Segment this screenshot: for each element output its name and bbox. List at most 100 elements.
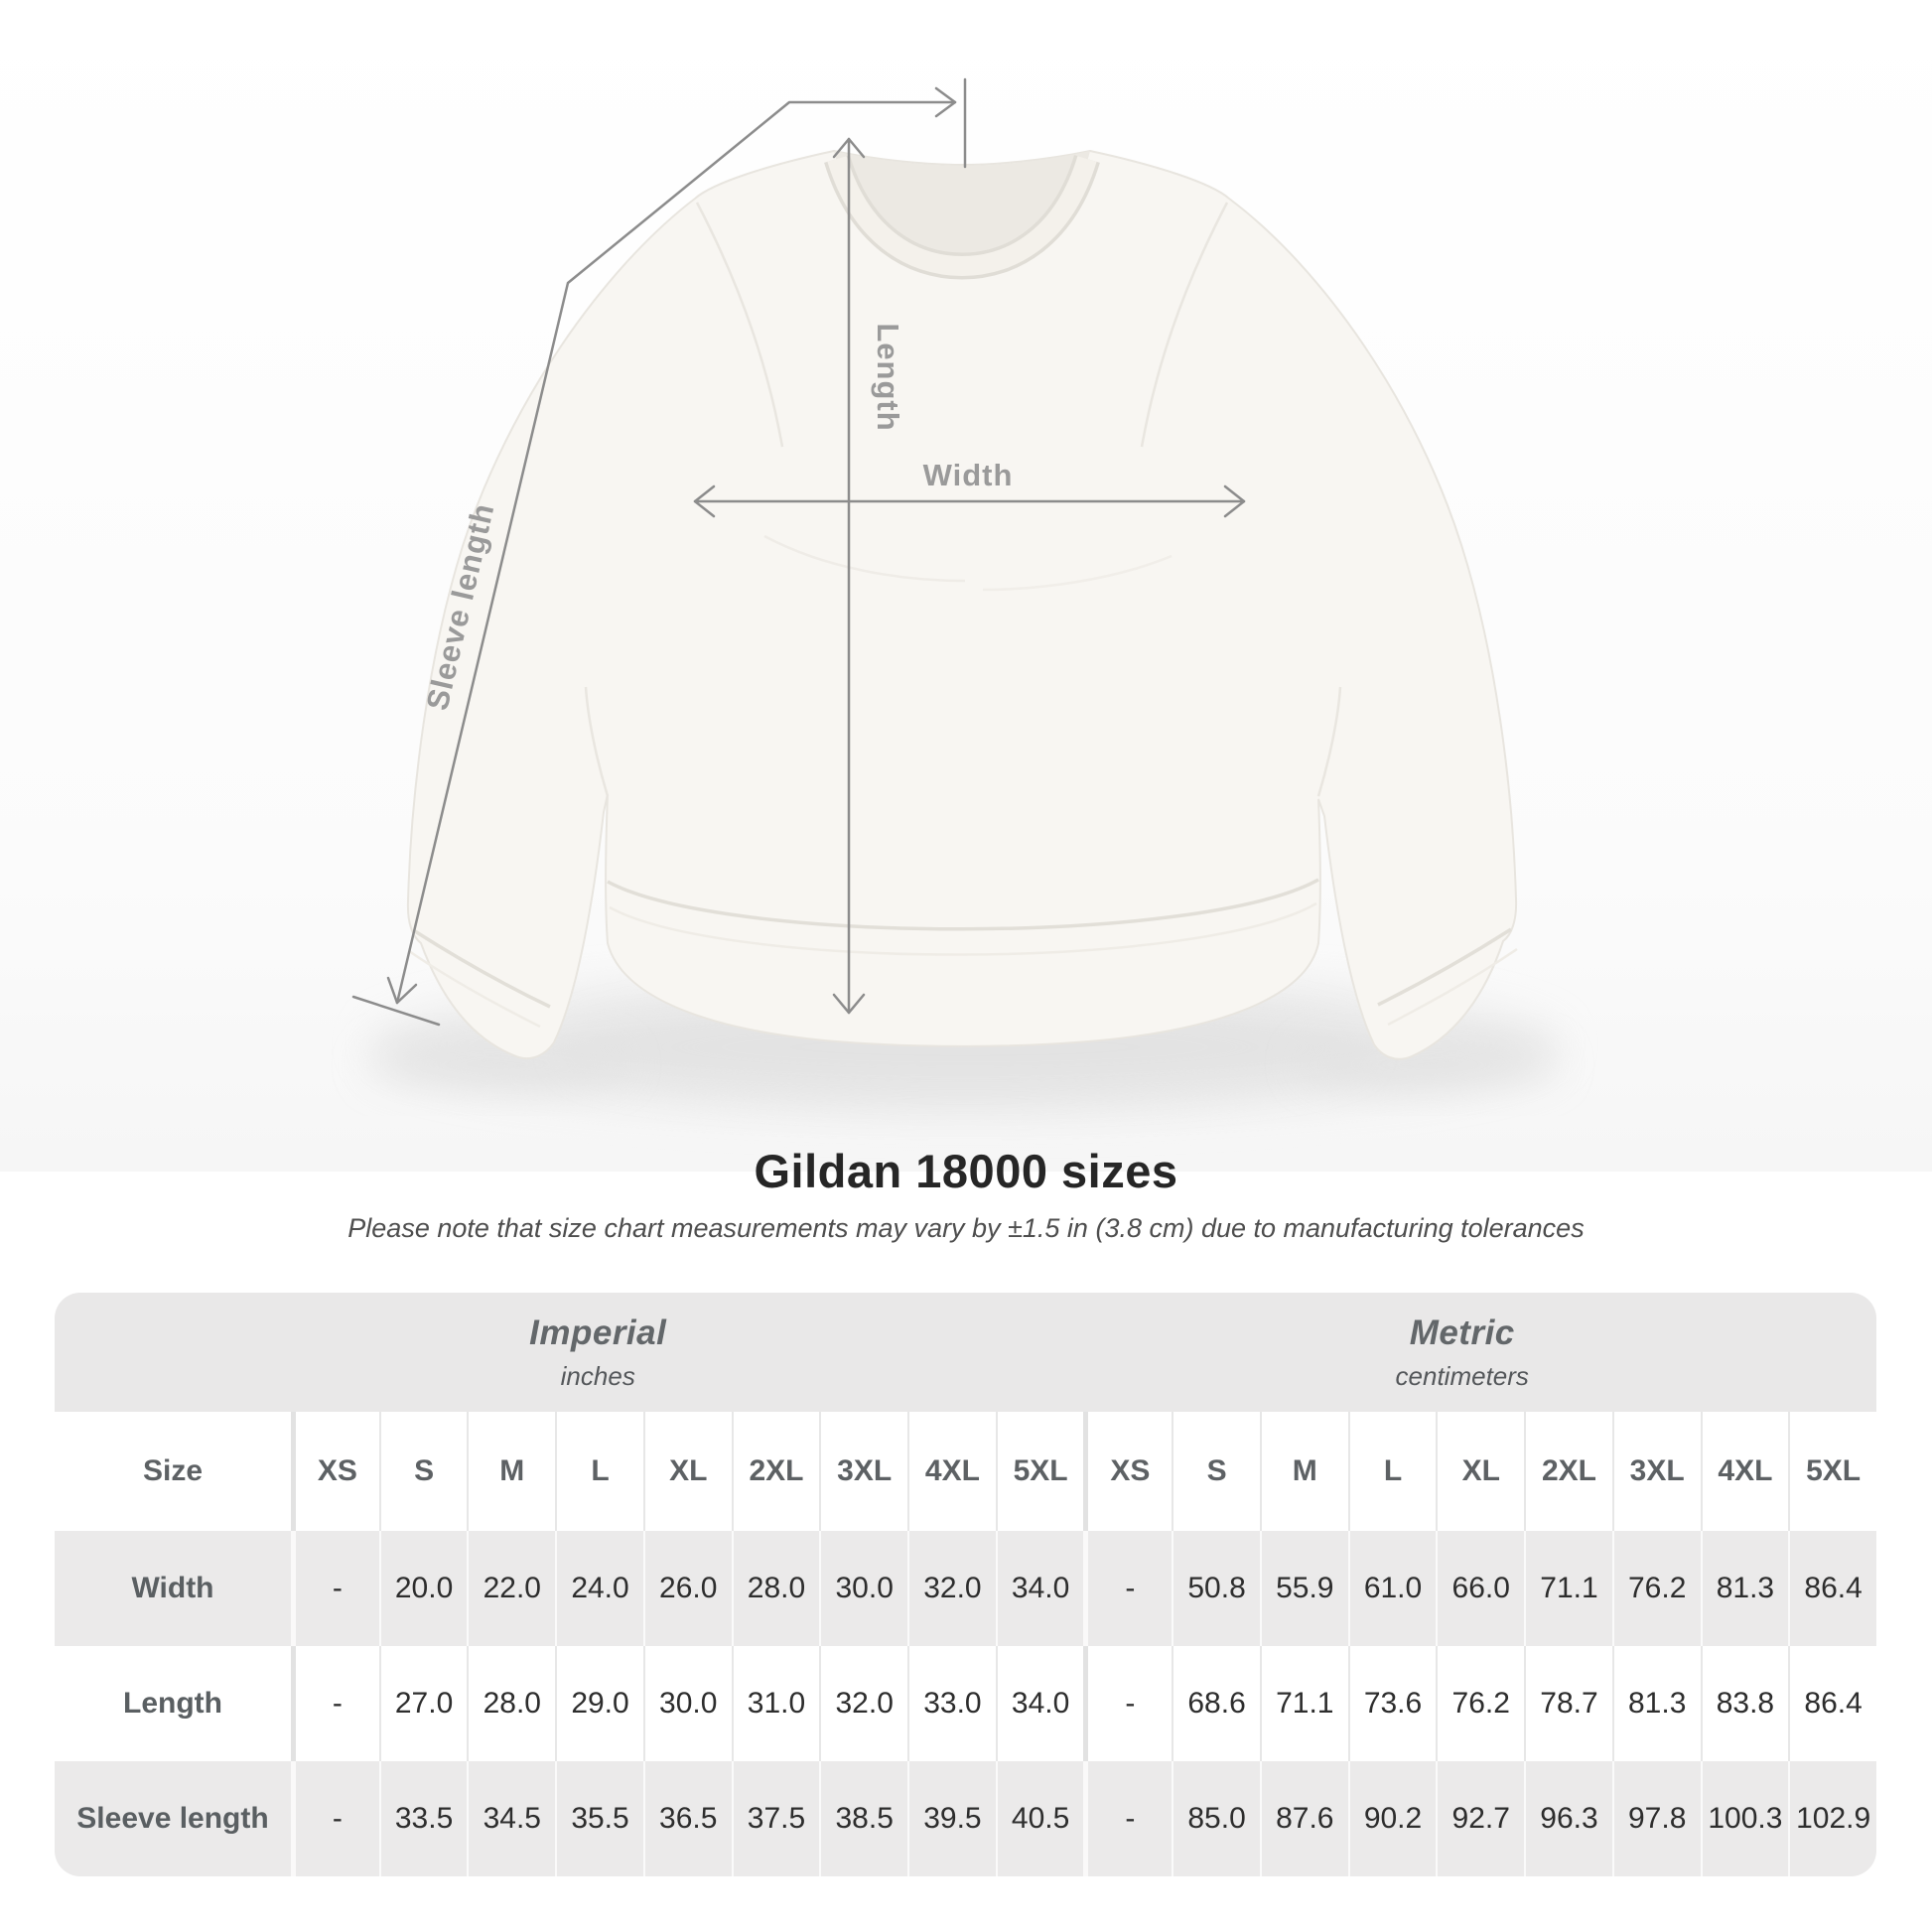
size-column-header: Size: [55, 1412, 291, 1531]
garment-seams: [584, 202, 1342, 797]
measurement-lines: [351, 77, 1246, 1027]
table-cell: 20.0: [378, 1531, 468, 1646]
size-header-imperial-s: S: [378, 1412, 468, 1531]
table-cell: 22.0: [467, 1531, 556, 1646]
length-arrow-down-icon: [832, 993, 866, 1015]
cuffs: [408, 927, 1518, 1029]
table-cell: 73.6: [1347, 1646, 1437, 1761]
table-cell: 76.2: [1611, 1531, 1701, 1646]
table-cell: 85.0: [1172, 1761, 1260, 1876]
size-table: Imperial inches Metric centimeters Size X…: [55, 1293, 1876, 1876]
table-cell: 78.7: [1524, 1646, 1612, 1761]
size-header-metric-l: L: [1347, 1412, 1437, 1531]
table-cell: 102.9: [1788, 1761, 1876, 1876]
table-cell: 37.5: [731, 1761, 820, 1876]
table-cell: 32.0: [907, 1531, 996, 1646]
sleeve-tick-bottom: [351, 995, 441, 1027]
table-cell: 61.0: [1347, 1531, 1437, 1646]
sweatshirt: [406, 149, 1518, 1060]
size-header-imperial-xs: XS: [291, 1412, 379, 1531]
table-cell: 50.8: [1172, 1531, 1260, 1646]
table-cell: 81.3: [1611, 1646, 1701, 1761]
length-label: Length: [871, 323, 905, 431]
metric-group-unit: centimeters: [1395, 1360, 1529, 1391]
table-cell: 66.0: [1436, 1531, 1525, 1646]
sweatshirt-diagram: Length Width Sleeve length: [0, 0, 1932, 1172]
page-title: Gildan 18000 sizes: [754, 1145, 1178, 1197]
table-cell: -: [1083, 1761, 1173, 1876]
width-arrow-right-icon: [1223, 484, 1246, 518]
table-cell: 30.0: [819, 1531, 908, 1646]
size-header-imperial-4xl: 4XL: [907, 1412, 996, 1531]
table-cell: 81.3: [1700, 1531, 1789, 1646]
row-label: Sleeve length: [55, 1761, 291, 1876]
table-cell: 71.1: [1259, 1646, 1348, 1761]
table-cell: 97.8: [1611, 1761, 1701, 1876]
table-cell: 55.9: [1259, 1531, 1348, 1646]
table-cell: 96.3: [1524, 1761, 1612, 1876]
size-header-metric-4xl: 4XL: [1700, 1412, 1789, 1531]
table-cell: 68.6: [1172, 1646, 1260, 1761]
sleeve-arrow-right-icon: [934, 86, 957, 118]
table-cell: 29.0: [555, 1646, 643, 1761]
table-cell: 86.4: [1788, 1646, 1876, 1761]
table-cell: 90.2: [1347, 1761, 1437, 1876]
size-header-imperial-5xl: 5XL: [995, 1412, 1084, 1531]
table-cell: 32.0: [819, 1646, 908, 1761]
size-header-imperial-l: L: [555, 1412, 643, 1531]
table-cell: 24.0: [555, 1531, 643, 1646]
table-cell: 36.5: [642, 1761, 732, 1876]
table-cell: 100.3: [1700, 1761, 1789, 1876]
table-cell: 30.0: [642, 1646, 732, 1761]
width-arrow-left-icon: [693, 484, 716, 518]
table-cell: -: [291, 1761, 379, 1876]
row-label: Width: [55, 1531, 291, 1646]
size-header-imperial-xl: XL: [642, 1412, 732, 1531]
table-cell: 33.0: [907, 1646, 996, 1761]
table-cell: 28.0: [731, 1531, 820, 1646]
table-cell: 33.5: [378, 1761, 468, 1876]
table-cell: 83.8: [1700, 1646, 1789, 1761]
metric-group-header: Metric centimeters: [1083, 1293, 1876, 1412]
table-cell: 39.5: [907, 1761, 996, 1876]
imperial-group-name: Imperial: [529, 1312, 667, 1352]
product-photo: Length Width Sleeve length: [0, 0, 1932, 1172]
sleeve-line: [395, 100, 957, 1005]
table-cell: 38.5: [819, 1761, 908, 1876]
collar-rib-inner: [827, 155, 1097, 277]
table-cell: 92.7: [1436, 1761, 1525, 1876]
table-cell: -: [1083, 1531, 1173, 1646]
table-cell: 87.6: [1259, 1761, 1348, 1876]
size-header-imperial-2xl: 2XL: [731, 1412, 820, 1531]
table-cell: 27.0: [378, 1646, 468, 1761]
size-header-metric-2xl: 2XL: [1524, 1412, 1612, 1531]
table-cell: 34.5: [467, 1761, 556, 1876]
metric-group-name: Metric: [1409, 1312, 1515, 1352]
table-cell: -: [291, 1646, 379, 1761]
size-header-metric-s: S: [1172, 1412, 1260, 1531]
width-label: Width: [923, 458, 1014, 492]
table-cell: 76.2: [1436, 1646, 1525, 1761]
size-header-metric-xs: XS: [1083, 1412, 1173, 1531]
table-cell: 40.5: [995, 1761, 1084, 1876]
size-header-metric-m: M: [1259, 1412, 1348, 1531]
table-cell: 71.1: [1524, 1531, 1612, 1646]
imperial-group-header: Imperial inches: [55, 1293, 1084, 1412]
size-header-imperial-3xl: 3XL: [819, 1412, 908, 1531]
table-cell: 26.0: [642, 1531, 732, 1646]
row-label: Length: [55, 1646, 291, 1761]
size-header-imperial-m: M: [467, 1412, 556, 1531]
length-arrow-up-icon: [832, 137, 866, 159]
table-cell: -: [1083, 1646, 1173, 1761]
table-cell: 86.4: [1788, 1531, 1876, 1646]
table-cell: -: [291, 1531, 379, 1646]
imperial-group-unit: inches: [560, 1360, 635, 1391]
table-cell: 34.0: [995, 1646, 1084, 1761]
table-cell: 35.5: [555, 1761, 643, 1876]
table-cell: 31.0: [731, 1646, 820, 1761]
table-cell: 34.0: [995, 1531, 1084, 1646]
sweatshirt-body: [406, 149, 1518, 1060]
size-header-metric-xl: XL: [1436, 1412, 1525, 1531]
tolerance-note: Please note that size chart measurements…: [347, 1213, 1585, 1243]
hem-band: [607, 878, 1319, 956]
